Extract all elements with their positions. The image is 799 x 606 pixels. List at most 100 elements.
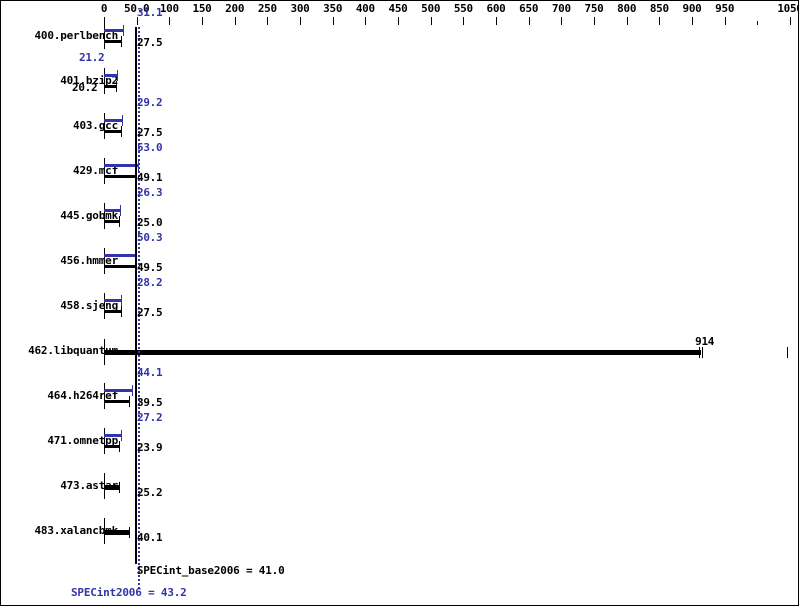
benchmark-name-label: 456.hmmer	[60, 254, 118, 267]
benchmark-row: 400.perlbench	[1, 18, 798, 63]
bar-base	[104, 40, 122, 43]
axis-tick-mark	[789, 17, 791, 25]
axis-tick-label: 300	[290, 2, 310, 15]
benchmark-name-label: 483.xalancbmk	[34, 524, 119, 537]
bar-base-end-cap	[129, 527, 131, 538]
axis-tick-label: 200	[225, 2, 245, 15]
benchmark-name-label: 429.mcf	[73, 164, 118, 177]
axis-tick-mark	[332, 17, 334, 25]
base-summary-label: SPECint_base2006 = 41.0	[136, 564, 285, 577]
axis-tick-mark	[201, 17, 203, 25]
axis-tick-mark	[691, 17, 693, 25]
bar-peak	[104, 434, 122, 437]
benchmark-row: 471.omnetpp	[1, 423, 798, 468]
value-label-base: 27.5	[137, 126, 163, 139]
bar-base-end-cap	[119, 482, 121, 493]
axis-tick-mark	[561, 17, 563, 25]
row-zero-baseline	[104, 248, 105, 274]
row-zero-baseline	[104, 203, 105, 229]
bar-base-end-cap	[118, 441, 120, 452]
benchmark-name-label: 401.bzip2	[60, 74, 118, 87]
value-label-peak: 29.2	[137, 96, 163, 109]
bar-base	[104, 530, 131, 535]
bar-base	[104, 265, 137, 268]
peak-mean-reference-line	[138, 27, 141, 589]
value-label-peak: 50.3	[137, 231, 163, 244]
axis-tick-label: 500	[421, 2, 441, 15]
axis-tick-mark	[659, 17, 661, 25]
axis-tick-label: 250	[257, 2, 277, 15]
bar-peak	[104, 74, 118, 77]
bar-peak-end-cap	[131, 385, 133, 396]
value-label-peak: 21.2	[79, 51, 105, 64]
axis-tick-label: 400	[355, 2, 375, 15]
bar-peak	[104, 254, 137, 257]
benchmark-name-label: 462.libquantum	[28, 344, 118, 357]
bar-peak	[104, 209, 122, 212]
axis-tick-mark	[365, 17, 367, 25]
bar-peak	[104, 164, 139, 167]
bar-base	[104, 130, 122, 133]
benchmark-row: 483.xalancbmk	[1, 513, 798, 558]
bar-base-end-cap	[120, 36, 122, 47]
bar-peak-end-cap	[137, 160, 139, 171]
axis-tick-mark	[757, 21, 759, 25]
axis-tick-mark	[136, 17, 138, 25]
axis-tick-label: 800	[617, 2, 637, 15]
bar-base	[104, 175, 137, 178]
axis-tick-mark	[463, 17, 465, 25]
axis-tick-mark	[104, 17, 105, 25]
bar-peak-end-cap	[120, 205, 122, 216]
axis-tick-label: 750	[584, 2, 604, 15]
axis-tick-label: 450	[388, 2, 408, 15]
bar-base-end-cap	[120, 126, 122, 137]
benchmark-name-label: 400.perlbench	[34, 29, 119, 42]
bar-base	[104, 445, 120, 448]
benchmark-name-label: 473.astar	[60, 479, 118, 492]
benchmark-name-label: 464.h264ref	[47, 389, 118, 402]
bar-end-cap	[702, 347, 704, 358]
value-label-base: 25.2	[137, 486, 163, 499]
value-label-base: 27.5	[137, 36, 163, 49]
bar-peak-end-cap	[120, 430, 122, 441]
axis-tick-mark	[724, 17, 726, 25]
benchmark-row: 462.libquantum 914	[1, 333, 798, 378]
axis-tick-mark	[528, 17, 530, 25]
benchmark-name-label: 403.gcc	[73, 119, 118, 132]
benchmark-row: 458.sjeng	[1, 288, 798, 333]
row-zero-baseline	[104, 428, 105, 454]
axis-tick-label: 350	[323, 2, 343, 15]
axis-tick-mark	[299, 17, 301, 25]
axis-tick-label: 650	[519, 2, 539, 15]
axis-tick-label: 700	[551, 2, 571, 15]
value-label-base: 25.0	[137, 216, 163, 229]
bar-base-end-cap	[119, 216, 121, 227]
benchmark-row: 401.bzip2	[1, 63, 798, 108]
bar-base	[104, 85, 118, 88]
axis-tick-label: 50.0	[124, 2, 150, 15]
bar-base	[104, 400, 130, 403]
value-label-peak: 31.1	[137, 6, 163, 19]
benchmark-row: 429.mcf	[1, 153, 798, 198]
bar-peak-end-cap	[121, 295, 123, 306]
bar-peak	[104, 29, 125, 32]
bar-peak	[104, 119, 124, 122]
value-label-peak: 44.1	[137, 366, 163, 379]
value-label-base: 39.5	[137, 396, 163, 409]
benchmark-name-label: 458.sjeng	[60, 299, 118, 312]
value-label-peak: 53.0	[137, 141, 163, 154]
x-axis: 0 50.0 100 150 200 250 300 350 400 450 500 550 600 65…	[1, 1, 798, 27]
axis-tick-label: 0	[100, 2, 108, 15]
value-label-peak: 914	[695, 335, 715, 348]
bar-end-cap	[699, 347, 701, 358]
row-zero-baseline	[104, 23, 105, 49]
value-label-peak: 27.2	[137, 411, 163, 424]
value-label-base: 20.2	[72, 81, 98, 94]
bar-base-end-cap	[116, 81, 118, 92]
axis-tick-label: 950	[715, 2, 735, 15]
axis-tick-mark	[397, 17, 399, 25]
benchmark-row: 473.astar	[1, 468, 798, 513]
axis-tick-mark	[267, 17, 269, 25]
value-label-base: 23.9	[137, 441, 163, 454]
